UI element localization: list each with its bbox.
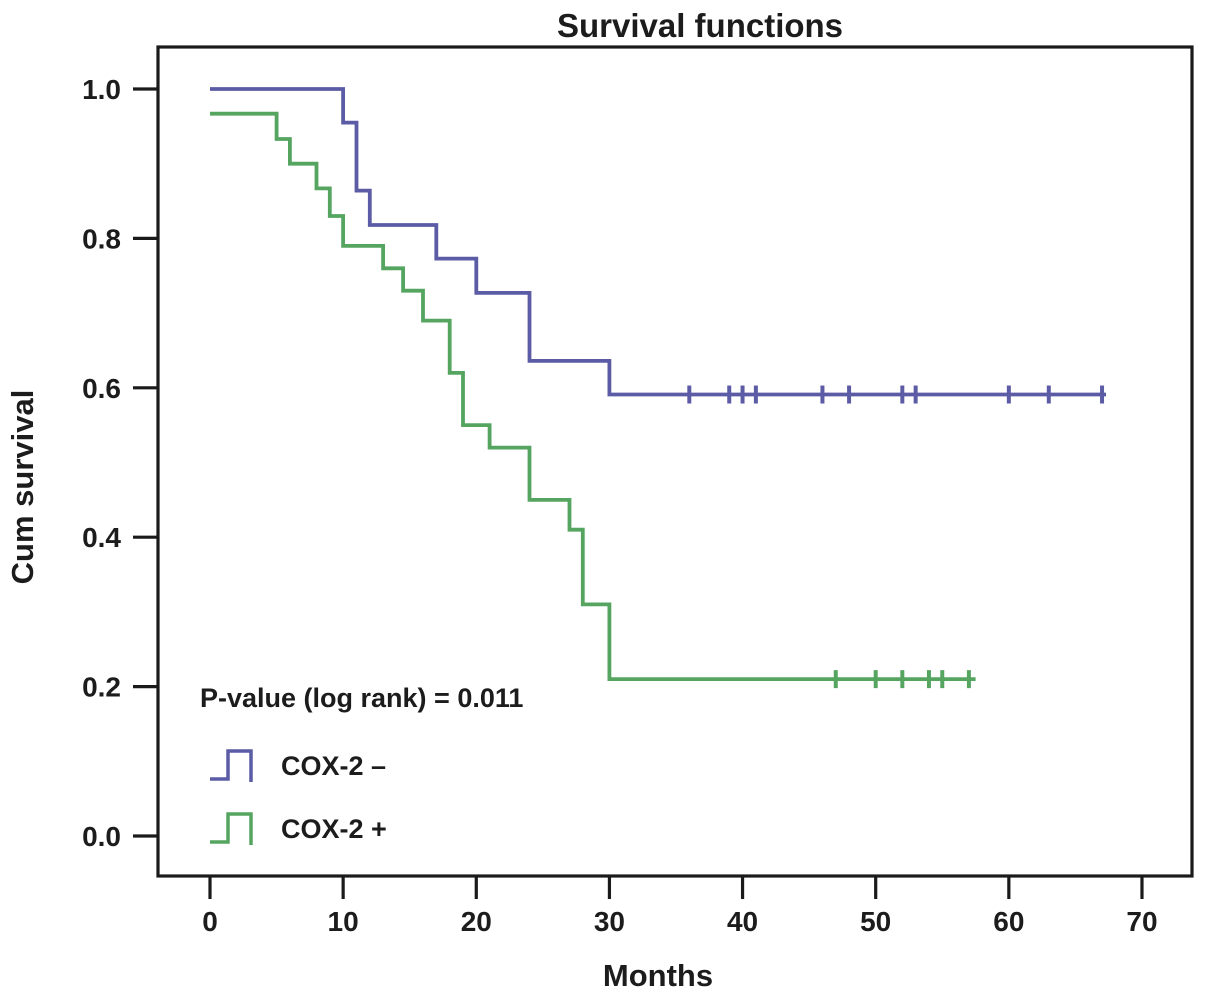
pvalue-annotation: P-value (log rank) = 0.011 bbox=[200, 683, 523, 713]
x-tick-label: 50 bbox=[860, 906, 891, 937]
y-tick-label: 0.8 bbox=[82, 223, 121, 254]
legend-swatch-cox2-positive bbox=[210, 812, 253, 845]
chart-title: Survival functions bbox=[557, 7, 843, 44]
y-tick-label: 1.0 bbox=[82, 74, 121, 105]
y-tick-label: 0.4 bbox=[82, 522, 121, 553]
y-tick-label: 0.0 bbox=[82, 821, 121, 852]
curves-layer bbox=[210, 87, 1106, 689]
x-tick-label: 30 bbox=[594, 906, 625, 937]
curve-cox2-negative bbox=[210, 87, 1106, 397]
x-tick-label: 40 bbox=[727, 906, 758, 937]
x-tick-label: 0 bbox=[202, 906, 218, 937]
x-axis-label: Months bbox=[603, 958, 713, 993]
x-tick-label: 20 bbox=[461, 906, 492, 937]
legend-label-cox2-negative: COX-2 – bbox=[281, 751, 386, 781]
legend-label-cox2-positive: COX-2 + bbox=[281, 814, 387, 844]
y-tick-label: 0.6 bbox=[82, 373, 121, 404]
y-tick-label: 0.2 bbox=[82, 672, 121, 703]
y-axis-label: Cum survival bbox=[5, 390, 40, 585]
x-tick-label: 60 bbox=[993, 906, 1024, 937]
plot-border bbox=[156, 45, 1194, 878]
axis-ticks-layer: 0 10 20 30 40 50 60 70 1.0 0.8 0.6 0.4 0.2 0.0 bbox=[82, 74, 1157, 937]
legend-swatch-cox2-negative bbox=[210, 749, 253, 782]
curve-cox2-positive bbox=[210, 111, 976, 681]
x-tick-label: 70 bbox=[1126, 906, 1157, 937]
x-tick-label: 10 bbox=[328, 906, 359, 937]
legend-layer: COX-2 – COX-2 + bbox=[210, 749, 387, 845]
